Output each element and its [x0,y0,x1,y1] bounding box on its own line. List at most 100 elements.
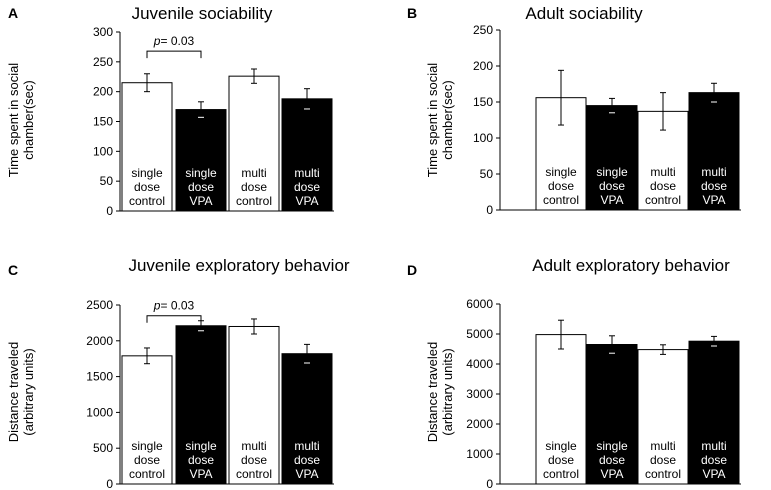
category-label: single [596,439,628,453]
category-label: control [645,467,681,481]
y-tick-label: 5000 [466,327,493,341]
bar [535,334,587,485]
y-axis-label-line: Time spent in social [6,63,21,178]
category-label: control [236,467,272,481]
significance-label: p= 0.03 [153,299,195,313]
y-tick-label: 50 [100,174,114,188]
error-bar [558,319,564,350]
bar [121,355,173,485]
y-tick-label: 150 [473,95,493,109]
category-label: multi [294,439,319,453]
category-label: dose [134,453,160,467]
panel-c: C Juvenile exploratory behavior Distance t… [6,256,350,490]
panel-letter: A [8,5,18,21]
category-label: VPA [600,193,623,207]
y-tick-label: 2000 [466,417,493,431]
chart-title: Adult sociability [525,4,643,23]
category-label: single [131,439,163,453]
category-label: dose [701,179,727,193]
error-bar [660,344,666,355]
y-tick-label: 100 [473,131,493,145]
y-tick-label: 200 [93,85,113,99]
significance-p: p [153,34,161,48]
category-label: VPA [600,467,623,481]
y-tick-label: 2500 [86,298,113,312]
y-tick-label: 0 [106,204,113,218]
category-label: dose [241,453,267,467]
category-label: multi [241,166,266,180]
category-label: control [129,194,165,208]
category-label: VPA [702,467,725,481]
category-label: single [596,165,628,179]
error-bar [304,88,310,110]
bar [586,105,638,211]
bar [281,353,333,485]
y-tick-label: 50 [480,167,494,181]
y-tick-label: 300 [93,25,113,39]
category-label: single [131,166,163,180]
category-label: dose [294,180,320,194]
significance-value: = 0.03 [160,34,194,48]
bar [175,325,227,485]
y-tick-label: 250 [473,23,493,37]
category-label: multi [650,165,675,179]
category-label: dose [241,180,267,194]
significance-p: p [153,299,161,313]
significance-bracket [146,315,202,323]
category-label: multi [241,439,266,453]
category-label: control [236,194,272,208]
category-label: dose [188,180,214,194]
y-tick-label: 200 [473,59,493,73]
category-label: single [545,165,577,179]
error-bar [558,69,564,126]
y-axis-label-line: (arbitrary units) [440,348,455,435]
error-bar [711,335,717,347]
y-axis-label-line: Distance traveled [6,342,21,442]
y-tick-label: 1000 [466,447,493,461]
y-tick-label: 3000 [466,387,493,401]
chart-title: Juvenile exploratory behavior [128,256,349,275]
category-label: multi [294,166,319,180]
y-axis-label-line: Time spent in social [425,63,440,178]
category-label: control [129,467,165,481]
error-bar [251,318,257,335]
y-axis-label-line: chamber(sec) [21,80,36,159]
bar [228,325,280,485]
category-label: dose [134,180,160,194]
category-label: dose [599,453,625,467]
y-tick-label: 0 [486,477,493,490]
y-tick-label: 1000 [86,405,113,419]
y-tick-label: 250 [93,55,113,69]
significance-bracket [146,50,202,59]
y-tick-label: 4000 [466,357,493,371]
panel-d: D Adult exploratory behavior Distance trav… [407,256,741,490]
y-tick-label: 6000 [466,297,493,311]
error-bar [251,68,257,84]
chart-title: Juvenile sociability [132,4,273,23]
category-label: dose [188,453,214,467]
category-label: VPA [189,467,212,481]
category-label: single [185,166,217,180]
panel-b: B Adult sociability Time spent in socialch… [407,4,741,217]
category-label: VPA [189,194,212,208]
category-label: dose [294,453,320,467]
category-label: multi [701,439,726,453]
y-axis-label: Time spent in socialchamber(sec) [6,63,36,178]
category-label: VPA [702,193,725,207]
y-tick-label: 150 [93,115,113,129]
category-label: single [185,439,217,453]
panel-a: A Juvenile sociability Time spent in socia… [6,4,334,218]
panel-letter: D [407,262,417,278]
y-tick-label: 2000 [86,334,113,348]
y-axis-label-line: Distance traveled [425,342,440,442]
y-axis-label-line: (arbitrary units) [21,348,36,435]
y-tick-label: 1500 [86,370,113,384]
y-axis-label-line: chamber(sec) [440,80,455,159]
category-label: dose [548,453,574,467]
category-label: control [543,467,579,481]
category-label: dose [599,179,625,193]
error-bar [144,73,150,93]
category-label: multi [650,439,675,453]
y-tick-label: 0 [486,203,493,217]
chart-title: Adult exploratory behavior [532,256,730,275]
